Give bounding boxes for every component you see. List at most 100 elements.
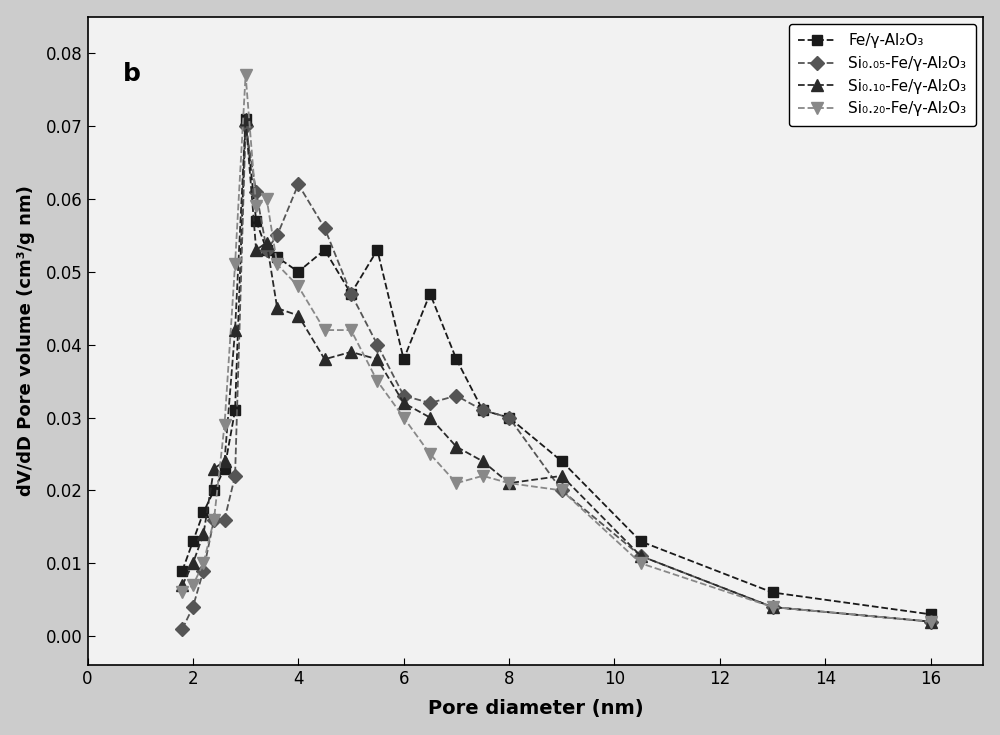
- Si₀.₁₀-Fe/γ-Al₂O₃: [635, 552, 647, 561]
- Fe/γ-Al₂O₃: [503, 413, 515, 422]
- Si₀.₀₅-Fe/γ-Al₂O₃: [398, 391, 410, 400]
- Si₀.₂₀-Fe/γ-Al₂O₃: [292, 282, 304, 291]
- Si₀.₁₀-Fe/γ-Al₂O₃: [319, 355, 331, 364]
- Si₀.₁₀-Fe/γ-Al₂O₃: [925, 617, 937, 626]
- Y-axis label: dV/dD Pore volume (cm³/g nm): dV/dD Pore volume (cm³/g nm): [17, 185, 35, 496]
- Si₀.₂₀-Fe/γ-Al₂O₃: [219, 420, 231, 429]
- Si₀.₀₅-Fe/γ-Al₂O₃: [450, 391, 462, 400]
- Si₀.₀₅-Fe/γ-Al₂O₃: [229, 471, 241, 480]
- Si₀.₁₀-Fe/γ-Al₂O₃: [503, 478, 515, 487]
- Fe/γ-Al₂O₃: [767, 588, 779, 597]
- Si₀.₁₀-Fe/γ-Al₂O₃: [424, 413, 436, 422]
- Si₀.₂₀-Fe/γ-Al₂O₃: [208, 515, 220, 524]
- Fe/γ-Al₂O₃: [635, 537, 647, 546]
- Si₀.₀₅-Fe/γ-Al₂O₃: [424, 398, 436, 407]
- Si₀.₂₀-Fe/γ-Al₂O₃: [767, 603, 779, 612]
- Si₀.₂₀-Fe/γ-Al₂O₃: [556, 486, 568, 495]
- Fe/γ-Al₂O₃: [219, 465, 231, 473]
- Si₀.₁₀-Fe/γ-Al₂O₃: [229, 326, 241, 334]
- Si₀.₁₀-Fe/γ-Al₂O₃: [345, 348, 357, 356]
- Si₀.₁₀-Fe/γ-Al₂O₃: [767, 603, 779, 612]
- Line: Si₀.₀₅-Fe/γ-Al₂O₃: Si₀.₀₅-Fe/γ-Al₂O₃: [178, 121, 935, 634]
- Si₀.₀₅-Fe/γ-Al₂O₃: [261, 245, 273, 254]
- Si₀.₂₀-Fe/γ-Al₂O₃: [271, 260, 283, 269]
- Fe/γ-Al₂O₃: [424, 290, 436, 298]
- Si₀.₂₀-Fe/γ-Al₂O₃: [371, 377, 383, 386]
- Si₀.₀₅-Fe/γ-Al₂O₃: [371, 340, 383, 349]
- Si₀.₂₀-Fe/γ-Al₂O₃: [450, 478, 462, 487]
- Fe/γ-Al₂O₃: [319, 245, 331, 254]
- Si₀.₁₀-Fe/γ-Al₂O₃: [187, 559, 199, 567]
- Si₀.₂₀-Fe/γ-Al₂O₃: [398, 413, 410, 422]
- Si₀.₂₀-Fe/γ-Al₂O₃: [345, 326, 357, 334]
- Si₀.₁₀-Fe/γ-Al₂O₃: [398, 398, 410, 407]
- Si₀.₀₅-Fe/γ-Al₂O₃: [250, 187, 262, 196]
- Fe/γ-Al₂O₃: [371, 245, 383, 254]
- Si₀.₀₅-Fe/γ-Al₂O₃: [925, 617, 937, 626]
- Si₀.₀₅-Fe/γ-Al₂O₃: [345, 290, 357, 298]
- Fe/γ-Al₂O₃: [240, 115, 252, 123]
- Si₀.₁₀-Fe/γ-Al₂O₃: [477, 457, 489, 466]
- Si₀.₀₅-Fe/γ-Al₂O₃: [271, 231, 283, 240]
- Si₀.₁₀-Fe/γ-Al₂O₃: [556, 471, 568, 480]
- Si₀.₀₅-Fe/γ-Al₂O₃: [292, 180, 304, 189]
- Si₀.₁₀-Fe/γ-Al₂O₃: [176, 581, 188, 589]
- Si₀.₁₀-Fe/γ-Al₂O₃: [292, 311, 304, 320]
- Si₀.₂₀-Fe/γ-Al₂O₃: [635, 559, 647, 567]
- Fe/γ-Al₂O₃: [208, 486, 220, 495]
- Si₀.₂₀-Fe/γ-Al₂O₃: [261, 195, 273, 204]
- Fe/γ-Al₂O₃: [477, 406, 489, 415]
- Si₀.₀₅-Fe/γ-Al₂O₃: [176, 625, 188, 634]
- Si₀.₀₅-Fe/γ-Al₂O₃: [767, 603, 779, 612]
- Fe/γ-Al₂O₃: [925, 610, 937, 619]
- Si₀.₂₀-Fe/γ-Al₂O₃: [197, 559, 209, 567]
- Si₀.₀₅-Fe/γ-Al₂O₃: [219, 515, 231, 524]
- Si₀.₁₀-Fe/γ-Al₂O₃: [240, 115, 252, 123]
- Si₀.₂₀-Fe/γ-Al₂O₃: [319, 326, 331, 334]
- Fe/γ-Al₂O₃: [345, 290, 357, 298]
- Legend: Fe/γ-Al₂O₃, Si₀.₀₅-Fe/γ-Al₂O₃, Si₀.₁₀-Fe/γ-Al₂O₃, Si₀.₂₀-Fe/γ-Al₂O₃: Fe/γ-Al₂O₃, Si₀.₀₅-Fe/γ-Al₂O₃, Si₀.₁₀-Fe…: [789, 24, 976, 126]
- Fe/γ-Al₂O₃: [176, 566, 188, 575]
- Fe/γ-Al₂O₃: [261, 245, 273, 254]
- Si₀.₀₅-Fe/γ-Al₂O₃: [556, 486, 568, 495]
- Si₀.₀₅-Fe/γ-Al₂O₃: [197, 566, 209, 575]
- Si₀.₁₀-Fe/γ-Al₂O₃: [208, 465, 220, 473]
- Si₀.₀₅-Fe/γ-Al₂O₃: [240, 121, 252, 130]
- Si₀.₂₀-Fe/γ-Al₂O₃: [424, 450, 436, 459]
- Fe/γ-Al₂O₃: [450, 355, 462, 364]
- Si₀.₁₀-Fe/γ-Al₂O₃: [450, 442, 462, 451]
- Si₀.₀₅-Fe/γ-Al₂O₃: [187, 603, 199, 612]
- Fe/γ-Al₂O₃: [292, 268, 304, 276]
- Fe/γ-Al₂O₃: [197, 508, 209, 517]
- Si₀.₀₅-Fe/γ-Al₂O₃: [208, 515, 220, 524]
- Fe/γ-Al₂O₃: [187, 537, 199, 546]
- Si₀.₂₀-Fe/γ-Al₂O₃: [503, 478, 515, 487]
- Fe/γ-Al₂O₃: [398, 355, 410, 364]
- Si₀.₀₅-Fe/γ-Al₂O₃: [503, 413, 515, 422]
- Fe/γ-Al₂O₃: [271, 253, 283, 262]
- Si₀.₀₅-Fe/γ-Al₂O₃: [477, 406, 489, 415]
- Fe/γ-Al₂O₃: [556, 457, 568, 466]
- Line: Fe/γ-Al₂O₃: Fe/γ-Al₂O₃: [178, 114, 935, 619]
- Text: b: b: [123, 62, 141, 86]
- Si₀.₂₀-Fe/γ-Al₂O₃: [477, 471, 489, 480]
- Si₀.₁₀-Fe/γ-Al₂O₃: [261, 238, 273, 247]
- Si₀.₁₀-Fe/γ-Al₂O₃: [371, 355, 383, 364]
- Si₀.₁₀-Fe/γ-Al₂O₃: [197, 530, 209, 539]
- Si₀.₁₀-Fe/γ-Al₂O₃: [250, 245, 262, 254]
- Si₀.₂₀-Fe/γ-Al₂O₃: [176, 588, 188, 597]
- Si₀.₁₀-Fe/γ-Al₂O₃: [219, 457, 231, 466]
- X-axis label: Pore diameter (nm): Pore diameter (nm): [428, 699, 643, 718]
- Si₀.₂₀-Fe/γ-Al₂O₃: [240, 71, 252, 79]
- Fe/γ-Al₂O₃: [250, 216, 262, 225]
- Line: Si₀.₂₀-Fe/γ-Al₂O₃: Si₀.₂₀-Fe/γ-Al₂O₃: [177, 69, 936, 627]
- Fe/γ-Al₂O₃: [229, 406, 241, 415]
- Si₀.₂₀-Fe/γ-Al₂O₃: [229, 260, 241, 269]
- Si₀.₂₀-Fe/γ-Al₂O₃: [250, 202, 262, 211]
- Line: Si₀.₁₀-Fe/γ-Al₂O₃: Si₀.₁₀-Fe/γ-Al₂O₃: [177, 113, 936, 627]
- Si₀.₀₅-Fe/γ-Al₂O₃: [635, 552, 647, 561]
- Si₀.₂₀-Fe/γ-Al₂O₃: [187, 581, 199, 589]
- Si₀.₂₀-Fe/γ-Al₂O₃: [925, 617, 937, 626]
- Si₀.₁₀-Fe/γ-Al₂O₃: [271, 304, 283, 312]
- Si₀.₀₅-Fe/γ-Al₂O₃: [319, 223, 331, 232]
